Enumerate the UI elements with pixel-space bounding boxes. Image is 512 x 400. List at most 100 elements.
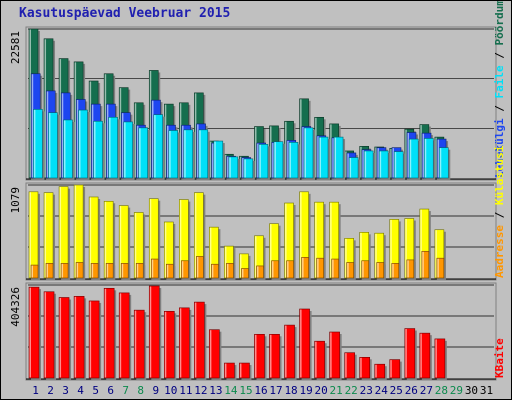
bar-sites-22-highlight (347, 263, 349, 278)
legend-separator: / (493, 99, 506, 119)
bar-kbytes-9-highlight (150, 286, 152, 377)
bar-sites-25-highlight (392, 264, 394, 278)
bar-pages-23-highlight (362, 150, 364, 177)
bar-sites-27 (422, 251, 431, 280)
legend-item-hits: Külastusi (493, 145, 506, 205)
bar-kbytes-6 (104, 288, 116, 380)
bar-sites-10-highlight (167, 265, 169, 278)
bar-visits-13-highlight (210, 142, 212, 178)
bar-sites-14-highlight (227, 264, 229, 278)
bar-kbytes-16-highlight (255, 335, 257, 378)
bar-pages-3-highlight (62, 93, 64, 177)
x-tick-label-2: 2 (47, 384, 54, 397)
bar-files-12 (199, 130, 210, 180)
bar-kbytes-3 (59, 297, 71, 380)
bar-kbytes-5-highlight (90, 301, 92, 377)
bar-visits-23-highlight (360, 147, 362, 178)
bar-sites-28-highlight (437, 259, 439, 278)
bar-visits-16-highlight (255, 127, 257, 177)
x-tick-label-21: 21 (330, 384, 343, 397)
bar-kbytes-5 (89, 301, 101, 380)
bar-sites-3 (61, 263, 70, 280)
bar-sites-4-highlight (77, 263, 79, 278)
bar-sites-24-highlight (377, 263, 379, 278)
bar-files-16-highlight (259, 145, 261, 178)
bar-sites-17-highlight (272, 261, 274, 277)
x-tick-label-27: 27 (420, 384, 433, 397)
bar-visits-1-highlight (30, 30, 32, 178)
bar-kbytes-17-highlight (270, 335, 272, 378)
bar-pages-4-highlight (77, 100, 79, 178)
bar-files-26-highlight (410, 140, 412, 178)
bar-visits-21-highlight (330, 124, 332, 177)
bar-files-7-highlight (124, 122, 126, 177)
bar-kbytes-22-highlight (345, 353, 347, 377)
legend-item-sites: Aadresse (493, 225, 506, 278)
bar-sites-1 (31, 265, 40, 280)
bar-sites-20 (317, 258, 326, 280)
bar-kbytes-28 (435, 339, 447, 380)
bar-pages-10-highlight (167, 126, 169, 178)
bar-files-23-highlight (365, 151, 367, 177)
bar-pages-14-highlight (227, 157, 229, 178)
bar-kbytes-19-highlight (300, 309, 302, 377)
bar-visits-19-highlight (300, 99, 302, 177)
bar-kbytes-13 (209, 330, 221, 380)
bar-kbytes-2 (44, 292, 56, 380)
bar-files-4-highlight (79, 111, 81, 178)
x-tick-label-3: 3 (62, 384, 69, 397)
bar-pages-5-highlight (92, 105, 94, 178)
bar-visits-7-highlight (120, 88, 122, 177)
bar-sites-6 (106, 263, 115, 280)
bar-sites-4 (76, 262, 85, 280)
bar-kbytes-24 (375, 364, 387, 380)
bar-pages-12-highlight (197, 124, 199, 177)
legend-item-kbytes: KBaite (493, 338, 506, 378)
x-tick-label-28: 28 (435, 384, 448, 397)
bar-visits-6-highlight (105, 74, 107, 177)
bar-kbytes-3-highlight (60, 298, 62, 378)
bar-pages-27-highlight (423, 134, 425, 178)
x-tick-label-4: 4 (77, 384, 84, 397)
bar-pages-28-highlight (438, 140, 440, 178)
x-tick-label-16: 16 (254, 384, 267, 397)
bar-files-2 (48, 113, 59, 180)
bar-files-10-highlight (169, 131, 171, 178)
bar-kbytes-21 (330, 332, 342, 380)
bar-files-18 (289, 142, 300, 180)
bar-pages-22-highlight (347, 153, 349, 177)
x-tick-label-10: 10 (164, 384, 177, 397)
bar-visits-8-highlight (135, 103, 137, 177)
bar-files-2-highlight (49, 113, 51, 177)
bar-pages-1-highlight (32, 74, 34, 177)
bar-files-12-highlight (199, 130, 201, 177)
bar-files-25 (394, 152, 405, 180)
bar-kbytes-6-highlight (105, 289, 107, 378)
bar-sites-28 (437, 258, 446, 280)
bar-files-26 (409, 139, 420, 180)
bar-sites-12 (196, 256, 205, 280)
bar-files-13-highlight (214, 142, 216, 178)
bar-visits-28-highlight (435, 138, 437, 178)
legend-3: KBaite (493, 338, 506, 378)
bar-visits-24-highlight (375, 147, 377, 177)
bar-files-25-highlight (395, 152, 397, 177)
bar-sites-10 (166, 264, 175, 280)
bar-kbytes-25 (390, 360, 402, 380)
bar-files-21-highlight (335, 138, 337, 178)
bar-pages-25-highlight (392, 148, 394, 177)
bar-kbytes-20 (315, 341, 327, 380)
x-tick-label-31: 31 (480, 384, 493, 397)
bar-visits-26-highlight (405, 130, 407, 178)
bar-sites-9 (151, 259, 160, 280)
bar-files-9-highlight (154, 115, 156, 177)
bar-files-9 (154, 115, 165, 180)
bar-visits-22-highlight (345, 151, 347, 177)
bar-sites-18 (287, 261, 296, 280)
bar-sites-11-highlight (182, 261, 184, 277)
bar-kbytes-17 (270, 334, 282, 380)
bar-kbytes-11-highlight (180, 308, 182, 377)
bar-kbytes-9 (149, 286, 161, 380)
bar-pages-26-highlight (408, 133, 410, 178)
